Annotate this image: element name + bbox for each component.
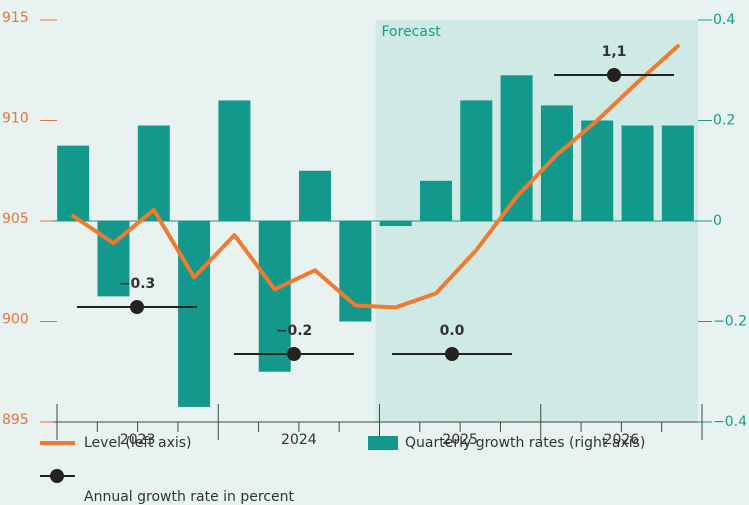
y-tick-label: 915 (2, 10, 29, 26)
bar (540, 105, 573, 221)
annual-label: −0.2 (276, 323, 313, 339)
forecast-label: Forecast (382, 24, 442, 40)
x-year-label: 2024 (281, 432, 317, 448)
y-tick-label: 900 (2, 312, 29, 328)
y2-tick-label: 0.4 (713, 12, 735, 28)
x-year-label: 2023 (120, 432, 156, 448)
legend-label: Quarterly growth rates (right axis) (405, 435, 645, 451)
annual-label: 0.0 (440, 323, 465, 339)
bar (661, 125, 694, 221)
y2-tick-label: −0.2 (713, 314, 747, 330)
legend-annual-dot (50, 469, 64, 483)
annual-label: −0.3 (119, 276, 156, 292)
legend-label: Annual growth rate in percent (84, 489, 295, 505)
annual-label: 1,1 (602, 44, 627, 60)
bar (419, 180, 452, 221)
bar (258, 221, 291, 372)
y-tick-label: 910 (2, 111, 29, 127)
y2-tick-label: 0 (713, 213, 722, 229)
legend-label: Level (left axis) (84, 435, 192, 451)
x-year-label: 2026 (604, 432, 640, 448)
y2-tick-label: 0.2 (713, 113, 735, 129)
bar (299, 170, 332, 221)
y-tick-label: 905 (2, 211, 29, 227)
level-line (71, 44, 680, 310)
bar (178, 221, 211, 407)
bar (621, 125, 654, 221)
bar (379, 221, 412, 227)
bar (57, 145, 90, 221)
bar (581, 120, 614, 221)
bar (460, 100, 493, 221)
y2-tick-label: −0.4 (713, 414, 747, 430)
annual-dot (607, 68, 621, 82)
annual-dot (130, 300, 144, 314)
annual-dot (287, 347, 301, 361)
bar (137, 125, 170, 221)
annual-dot (445, 347, 459, 361)
bar (218, 100, 251, 221)
y-tick-label: 895 (2, 412, 29, 428)
x-year-label: 2025 (442, 432, 478, 448)
legend-box (368, 436, 398, 450)
